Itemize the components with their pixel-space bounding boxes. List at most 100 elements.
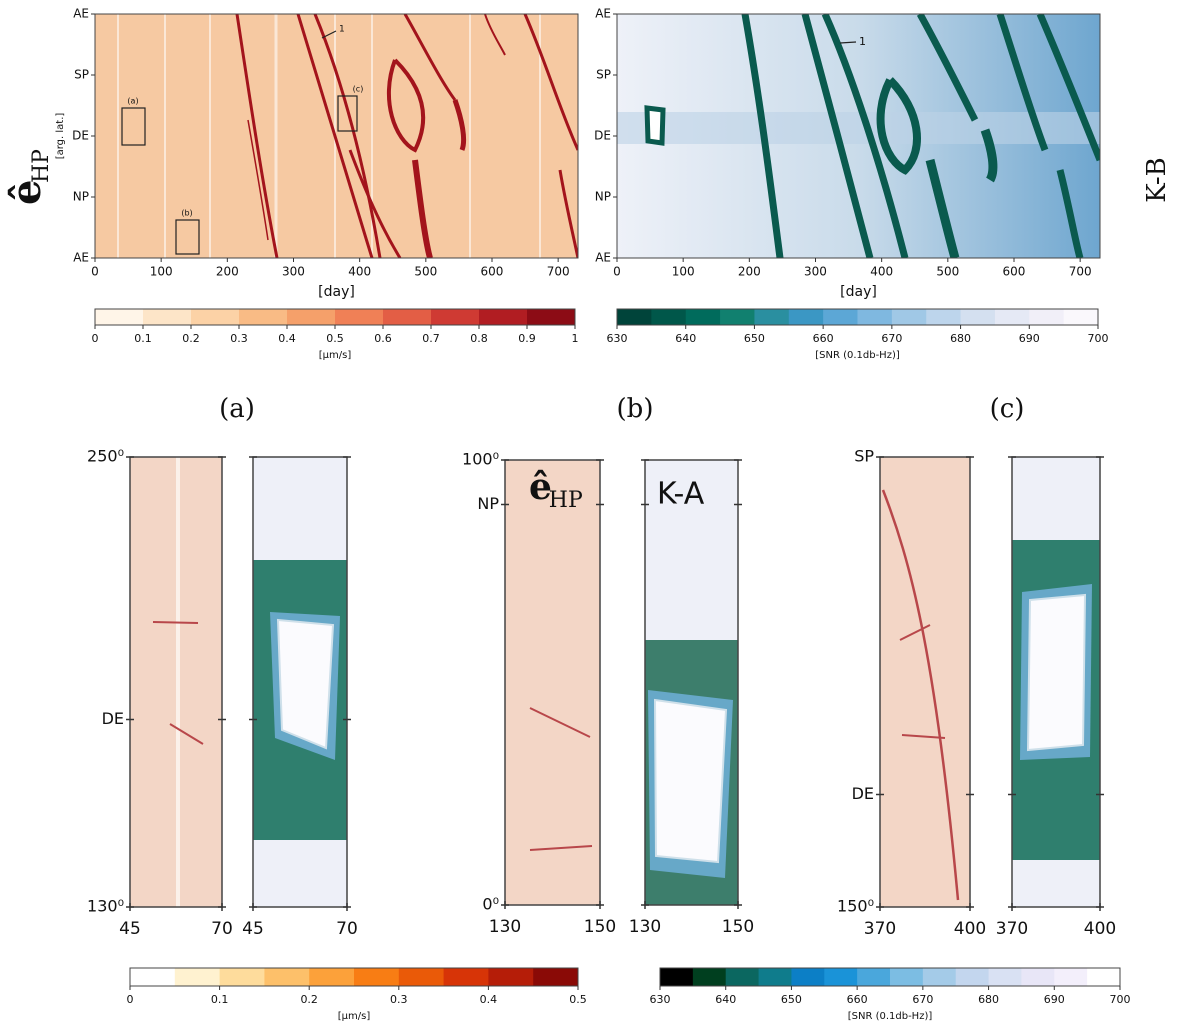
panel-title: (b)	[617, 394, 654, 424]
label-sub: HP	[549, 488, 583, 513]
annotation: (b)	[181, 209, 192, 218]
y-tick-label: NP	[477, 494, 499, 513]
colorbar-tick-label: 0.2	[300, 993, 318, 1006]
y-tick-label: DE	[594, 129, 611, 143]
side-label: K-B	[1142, 157, 1172, 202]
colorbar-frame	[129, 967, 579, 987]
colorbar-tick-label: 0.5	[569, 993, 587, 1006]
color-bin	[527, 309, 576, 325]
x-tick-label: 200	[738, 265, 761, 279]
x-tick-label: 400	[348, 265, 371, 279]
color-bin	[685, 309, 721, 325]
color-bin	[758, 968, 792, 986]
colorbar-tick-label: 0.7	[422, 332, 440, 345]
side-label: êHP	[529, 466, 583, 513]
x-tick-label: 300	[282, 265, 305, 279]
color-bin	[431, 309, 480, 325]
annotation: 1	[859, 35, 866, 48]
x-tick-label: 600	[1003, 265, 1026, 279]
label-main: ê	[3, 180, 50, 205]
color-bin	[651, 309, 687, 325]
y-tick-label: 250⁰	[87, 447, 124, 466]
color-bin	[994, 309, 1030, 325]
colorbar-tick-label: 640	[715, 993, 736, 1006]
plot-frame	[879, 456, 971, 908]
x-tick-label: 45	[119, 919, 141, 939]
x-tick-label: 0	[91, 265, 99, 279]
color-bin	[1087, 968, 1121, 986]
x-tick-label: 45	[242, 919, 264, 939]
colorbar-tick-label: 0	[92, 332, 99, 345]
colorbar-tick-label: 0.9	[518, 332, 536, 345]
x-tick-label: 400	[954, 919, 986, 939]
color-bin	[219, 968, 265, 986]
colorbar-tick-label: 0.4	[480, 993, 498, 1006]
annotation-boxes	[121, 30, 857, 255]
y-tick-label: AE	[595, 7, 611, 21]
y-tick-label: NP	[73, 190, 89, 204]
label-sub: HP	[29, 149, 54, 183]
panel-title: (c)	[990, 394, 1025, 424]
colorbar-tick-label: 700	[1110, 993, 1131, 1006]
color-bin	[130, 968, 176, 986]
colorbar-frame	[659, 967, 1121, 987]
color-bin	[488, 968, 534, 986]
colorbar-tick-label: 0.6	[374, 332, 392, 345]
x-tick-label: 130	[489, 917, 521, 937]
heatmap-image	[130, 457, 1100, 907]
y-tick-label: 100⁰	[462, 450, 499, 469]
y-tick-label: AE	[595, 251, 611, 265]
x-tick-label: 150	[722, 917, 754, 937]
color-bin	[383, 309, 432, 325]
heatmap-image	[617, 14, 1100, 258]
y-tick-label: 130⁰	[87, 897, 124, 916]
color-bin	[960, 309, 996, 325]
colorbar-tick-label: 0	[127, 993, 134, 1006]
plot-frame	[1011, 456, 1101, 908]
x-tick-label: 700	[547, 265, 570, 279]
x-tick-label: 400	[870, 265, 893, 279]
y-tick-label: SP	[74, 68, 89, 82]
color-bin	[754, 309, 790, 325]
colorbar-tick-label: 660	[847, 993, 868, 1006]
colorbar-tick-label: 640	[675, 332, 696, 345]
colorbar-label: [SNR (0.1db-Hz)]	[848, 1011, 933, 1022]
color-bin	[926, 309, 962, 325]
y-tick-label: NP	[595, 190, 611, 204]
color-bin	[1063, 309, 1099, 325]
x-tick-label: 370	[864, 919, 896, 939]
colorbar-tick-label: 0.1	[211, 993, 229, 1006]
plot-frame	[644, 459, 739, 906]
colorbar-tick-label: 0.5	[326, 332, 344, 345]
plot-frame	[129, 456, 223, 908]
color-bin	[143, 309, 192, 325]
x-tick-label: 370	[996, 919, 1028, 939]
annotation: (c)	[353, 85, 364, 94]
colorbar-tick-label: 670	[912, 993, 933, 1006]
color-bin	[788, 309, 824, 325]
y-tick-label: AE	[73, 7, 89, 21]
x-tick-label: 130	[629, 917, 661, 937]
color-bin	[890, 968, 924, 986]
colorbar-frame	[616, 308, 1099, 326]
colorbar-tick-label: 690	[1044, 993, 1065, 1006]
colorbar-tick-label: 0.3	[390, 993, 408, 1006]
colorbar-tick-label: 0.3	[230, 332, 248, 345]
colorbar-tick-label: 660	[813, 332, 834, 345]
color-bin	[1029, 309, 1065, 325]
panel-label: K-A	[657, 477, 705, 512]
color-bin	[174, 968, 221, 986]
y-tick-label: SP	[596, 68, 611, 82]
plot-frame	[252, 456, 348, 908]
color-bin	[264, 968, 310, 986]
colorbar-tick-label: 680	[950, 332, 971, 345]
colorbar-tick-label: 1	[572, 332, 579, 345]
colorbar-tick-label: 700	[1088, 332, 1109, 345]
colorbar-tick-label: 0.8	[470, 332, 488, 345]
colorbar-label: [μm/s]	[319, 350, 352, 361]
colorbar-label: [μm/s]	[338, 1011, 371, 1022]
color-bin	[287, 309, 336, 325]
x-tick-label: 700	[1069, 265, 1092, 279]
color-bin	[720, 309, 755, 325]
